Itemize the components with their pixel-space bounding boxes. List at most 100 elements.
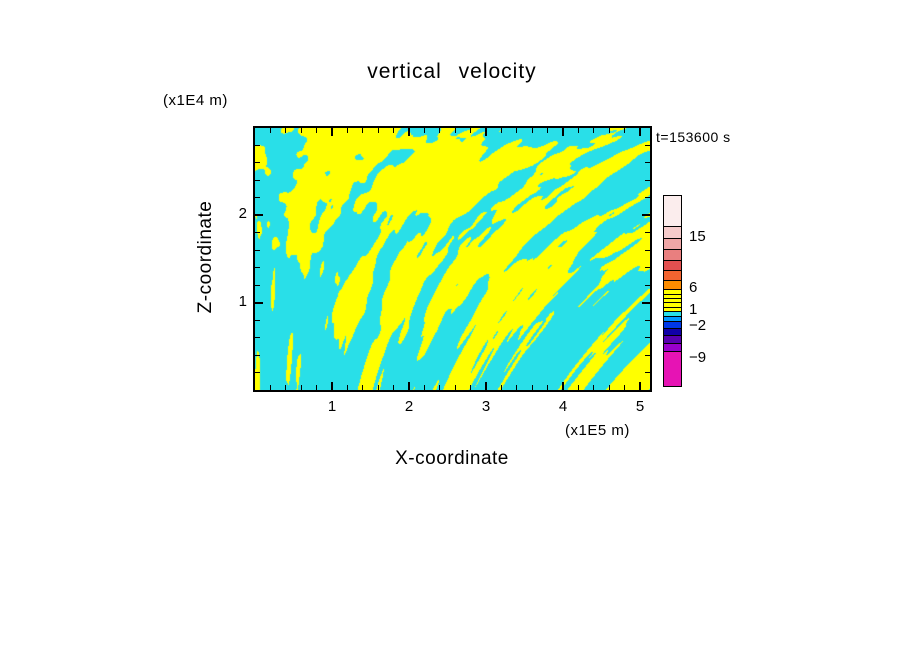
x-tick bbox=[316, 128, 318, 133]
x-tick bbox=[439, 385, 441, 390]
x-tick bbox=[330, 128, 333, 136]
colorbar-label: −2 bbox=[689, 317, 707, 334]
x-tick bbox=[484, 128, 487, 136]
z-tick bbox=[645, 179, 650, 181]
x-tick bbox=[377, 128, 379, 133]
z-tick bbox=[255, 197, 260, 199]
x-tick bbox=[638, 128, 641, 136]
colorbar-label: 6 bbox=[689, 279, 698, 296]
x-tick bbox=[561, 128, 564, 136]
x-tick bbox=[439, 128, 441, 133]
x-tick bbox=[608, 385, 610, 390]
x-tick bbox=[624, 385, 626, 390]
colorbar-segment bbox=[664, 307, 681, 311]
colorbar-segment bbox=[664, 294, 681, 298]
z-axis-units: (x1E4 m) bbox=[163, 92, 228, 109]
x-tick bbox=[423, 128, 425, 133]
colorbar-segment bbox=[664, 311, 681, 316]
colorbar-segment bbox=[664, 196, 681, 226]
x-tick bbox=[593, 385, 595, 390]
z-tick bbox=[255, 284, 260, 286]
z-tick bbox=[645, 354, 650, 356]
x-tick bbox=[454, 128, 456, 133]
z-tick bbox=[255, 354, 260, 356]
x-tick-label: 4 bbox=[558, 398, 568, 415]
z-tick bbox=[255, 249, 260, 251]
x-tick-label: 2 bbox=[404, 398, 414, 415]
time-annotation: t=153600 s bbox=[656, 129, 731, 145]
z-tick bbox=[255, 162, 260, 164]
z-tick bbox=[255, 144, 260, 146]
z-tick bbox=[645, 232, 650, 234]
x-tick bbox=[500, 128, 502, 133]
x-tick-label: 3 bbox=[481, 398, 491, 415]
colorbar-segment bbox=[664, 335, 681, 343]
x-tick bbox=[561, 382, 564, 390]
z-tick bbox=[255, 179, 260, 181]
x-tick bbox=[454, 385, 456, 390]
chart-title: vertical velocity bbox=[367, 60, 537, 83]
x-tick bbox=[407, 128, 410, 136]
x-tick bbox=[484, 382, 487, 390]
colorbar-segment bbox=[664, 260, 681, 270]
x-tick bbox=[269, 128, 271, 133]
x-tick bbox=[608, 128, 610, 133]
x-tick bbox=[624, 128, 626, 133]
x-axis-label: X-coordinate bbox=[395, 448, 509, 469]
x-tick bbox=[500, 385, 502, 390]
x-tick-label: 1 bbox=[327, 398, 337, 415]
x-tick bbox=[531, 128, 533, 133]
x-tick bbox=[269, 385, 271, 390]
z-tick bbox=[645, 284, 650, 286]
colorbar bbox=[663, 195, 682, 387]
x-tick bbox=[393, 128, 395, 133]
x-tick bbox=[300, 128, 302, 133]
x-tick bbox=[377, 385, 379, 390]
colorbar-segment bbox=[664, 249, 681, 260]
x-tick bbox=[393, 385, 395, 390]
x-axis-units: (x1E5 m) bbox=[565, 422, 630, 439]
z-tick bbox=[645, 249, 650, 251]
z-tick bbox=[645, 162, 650, 164]
x-tick bbox=[346, 385, 348, 390]
x-tick bbox=[362, 128, 364, 133]
x-tick bbox=[300, 385, 302, 390]
z-tick-label: 2 bbox=[238, 205, 247, 223]
colorbar-segment bbox=[664, 302, 681, 307]
z-tick bbox=[642, 214, 650, 217]
z-tick bbox=[255, 319, 260, 321]
x-tick bbox=[362, 385, 364, 390]
x-tick bbox=[638, 382, 641, 390]
x-tick bbox=[531, 385, 533, 390]
x-tick bbox=[577, 385, 579, 390]
z-tick bbox=[255, 337, 260, 339]
z-tick bbox=[645, 267, 650, 269]
colorbar-segment bbox=[664, 289, 681, 294]
z-tick bbox=[645, 372, 650, 374]
x-tick bbox=[330, 382, 333, 390]
x-tick bbox=[285, 128, 287, 133]
x-tick bbox=[577, 128, 579, 133]
z-tick bbox=[645, 337, 650, 339]
x-tick bbox=[547, 385, 549, 390]
colorbar-segment bbox=[664, 321, 681, 328]
x-tick bbox=[423, 385, 425, 390]
x-tick bbox=[470, 128, 472, 133]
z-tick bbox=[645, 144, 650, 146]
z-tick bbox=[642, 301, 650, 304]
x-tick bbox=[285, 385, 287, 390]
colorbar-segment bbox=[664, 328, 681, 335]
x-tick bbox=[470, 385, 472, 390]
x-tick bbox=[316, 385, 318, 390]
x-tick bbox=[593, 128, 595, 133]
x-tick bbox=[516, 385, 518, 390]
x-tick bbox=[547, 128, 549, 133]
colorbar-segment bbox=[664, 238, 681, 249]
x-tick bbox=[346, 128, 348, 133]
z-tick bbox=[255, 214, 263, 217]
colorbar-segment bbox=[664, 298, 681, 302]
colorbar-segment bbox=[664, 280, 681, 289]
velocity-field-canvas bbox=[255, 128, 650, 390]
x-tick bbox=[516, 128, 518, 133]
